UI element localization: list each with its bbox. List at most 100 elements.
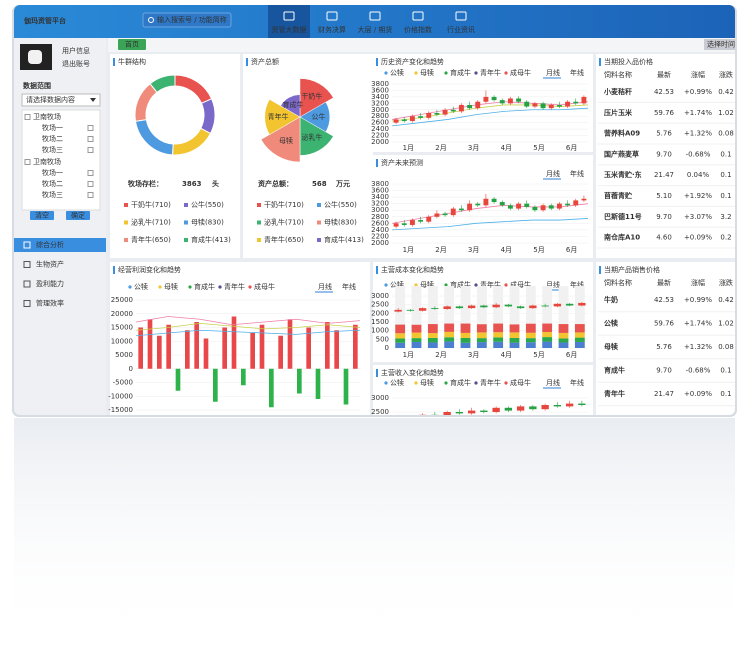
trend-line bbox=[391, 218, 589, 231]
slice-label: 泌乳牛 bbox=[301, 133, 322, 142]
candle-body bbox=[434, 213, 440, 217]
candle-body bbox=[524, 203, 530, 207]
tree-leaf[interactable]: 牧场三 bbox=[42, 190, 63, 199]
candle-body bbox=[443, 306, 451, 309]
tree-leaf[interactable]: 牧场一 bbox=[42, 168, 63, 177]
stacked-bar bbox=[574, 337, 585, 342]
y-tick-label: 2400 bbox=[371, 125, 389, 133]
stacked-bar bbox=[574, 341, 585, 348]
table-cell: 42.53 bbox=[654, 88, 674, 96]
candle-body bbox=[529, 406, 537, 410]
table-cell: 9.70 bbox=[656, 150, 672, 158]
stacked-bar bbox=[542, 323, 553, 333]
legend-label: 干奶牛(710) bbox=[131, 200, 171, 209]
button bbox=[30, 211, 54, 220]
panel bbox=[373, 365, 593, 415]
y-tick-label: 3800 bbox=[371, 80, 389, 88]
button-label[interactable]: 确定 bbox=[71, 211, 85, 220]
stacked-bar bbox=[558, 342, 569, 348]
x-tick-label: 6月 bbox=[566, 246, 577, 254]
tree-leaf[interactable]: 牧场三 bbox=[42, 145, 63, 154]
table-cell: 0.1 bbox=[720, 150, 731, 158]
panel-title-bar bbox=[376, 369, 378, 377]
legend-label: 青年牛 bbox=[480, 378, 501, 387]
legend-swatch bbox=[124, 238, 128, 242]
range-tab[interactable]: 月线 bbox=[546, 68, 560, 77]
panel-title: 资产总额 bbox=[251, 57, 279, 66]
x-tick-label: 3月 bbox=[468, 144, 479, 152]
bar bbox=[138, 327, 143, 369]
legend-dot bbox=[504, 381, 508, 385]
tree-leaf[interactable]: 牧场一 bbox=[42, 123, 63, 132]
panel-title: 资产未来预测 bbox=[381, 158, 423, 167]
bar-track bbox=[444, 286, 455, 348]
stacked-bar bbox=[525, 323, 536, 333]
button-label[interactable]: 清空 bbox=[35, 211, 49, 220]
checkbox bbox=[24, 114, 31, 120]
tree-node[interactable]: 卫南牧场 bbox=[33, 112, 61, 121]
nav-item[interactable]: 财务决算 bbox=[318, 25, 346, 34]
user-info[interactable]: 用户信息 bbox=[62, 46, 90, 55]
menu-item[interactable]: 综合分析 bbox=[36, 240, 64, 249]
nav-item[interactable]: 价格指数 bbox=[404, 25, 432, 34]
select-input[interactable]: 请选择数据内容 bbox=[26, 95, 75, 104]
range-tab[interactable]: 年线 bbox=[342, 282, 356, 291]
range-tab[interactable]: 月线 bbox=[546, 378, 560, 387]
legend-dot bbox=[384, 381, 388, 385]
nav-item[interactable]: 行业资讯 bbox=[447, 25, 475, 34]
table-cell: 21.47 bbox=[654, 390, 674, 398]
candle-body bbox=[431, 414, 439, 415]
range-tab[interactable]: 年线 bbox=[570, 68, 584, 77]
legend-label: 育成牛(413) bbox=[191, 235, 231, 244]
tree-leaf[interactable]: 牧场二 bbox=[42, 134, 63, 143]
menu-item[interactable]: 盈利能力 bbox=[36, 279, 64, 288]
menu-item[interactable]: 管理效率 bbox=[36, 299, 64, 308]
legend-swatch bbox=[317, 238, 321, 242]
legend-label: 成母牛 bbox=[510, 280, 531, 289]
nav-item[interactable]: 资管大数据 bbox=[272, 25, 307, 34]
bar-track bbox=[542, 286, 553, 348]
bar-track bbox=[509, 286, 520, 348]
legend-label: 青年牛 bbox=[480, 68, 501, 77]
range-tab[interactable]: 年线 bbox=[570, 280, 584, 289]
stacked-bar bbox=[444, 341, 455, 348]
stacked-bar bbox=[395, 333, 406, 339]
bar bbox=[269, 368, 274, 408]
candle-body bbox=[480, 305, 488, 308]
y-tick-label: 3400 bbox=[371, 93, 389, 101]
candle-body bbox=[406, 309, 415, 311]
nav-item[interactable]: 大层 / 期货 bbox=[358, 25, 393, 34]
tree-leaf[interactable]: 牧场二 bbox=[42, 179, 63, 188]
candle-body bbox=[409, 116, 415, 122]
range-tab[interactable]: 年线 bbox=[570, 169, 584, 178]
panel-title-bar bbox=[376, 58, 378, 66]
panel-title: 主营收入变化和趋势 bbox=[381, 368, 444, 377]
tab-strip bbox=[108, 38, 735, 52]
candle-body bbox=[426, 216, 432, 222]
range-tab[interactable]: 月线 bbox=[318, 282, 332, 291]
range-tab[interactable]: 月线 bbox=[546, 280, 560, 289]
bar-track bbox=[525, 286, 536, 348]
candle-body bbox=[556, 203, 562, 209]
y-tick-label: -5000 bbox=[113, 379, 133, 387]
candle-body bbox=[565, 203, 571, 206]
menu-item[interactable]: 生物资产 bbox=[36, 260, 64, 269]
checkbox bbox=[87, 147, 94, 153]
logout[interactable]: 退出账号 bbox=[62, 59, 90, 68]
bar-track bbox=[460, 286, 471, 348]
tab-label[interactable]: 首页 bbox=[125, 40, 139, 49]
stacked-bar bbox=[509, 342, 520, 348]
y-tick-label: 1500 bbox=[371, 318, 389, 326]
range-tab[interactable]: 年线 bbox=[570, 378, 584, 387]
bar bbox=[185, 330, 190, 369]
search-input[interactable]: 输入搜索号 / 功能简称 bbox=[157, 15, 227, 24]
x-tick-label: 6月 bbox=[566, 351, 577, 359]
candle-body bbox=[401, 223, 407, 225]
stacked-bar bbox=[509, 337, 520, 343]
bar-track bbox=[558, 286, 569, 348]
time-button-label[interactable]: 选择时间 bbox=[707, 40, 735, 49]
tree-node[interactable]: 卫南牧场 bbox=[33, 157, 61, 166]
header-bar bbox=[14, 5, 735, 38]
range-tab[interactable]: 月线 bbox=[546, 169, 560, 178]
stacked-bar bbox=[411, 332, 422, 339]
